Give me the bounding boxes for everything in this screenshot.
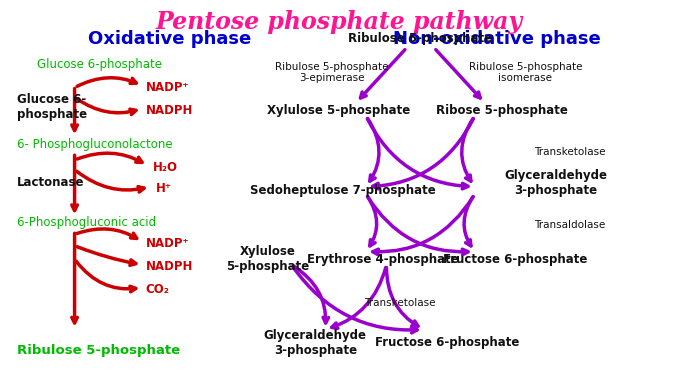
Text: Pentose phosphate pathway: Pentose phosphate pathway: [155, 10, 523, 34]
Text: Transaldolase: Transaldolase: [534, 220, 605, 230]
Text: Ribulose 5-phosphate: Ribulose 5-phosphate: [17, 344, 180, 357]
Text: Ribulose 5-phosphate
3-epimerase: Ribulose 5-phosphate 3-epimerase: [275, 62, 389, 83]
Text: Ribose 5-phosphate: Ribose 5-phosphate: [436, 104, 567, 117]
Text: Transketolase: Transketolase: [534, 147, 605, 157]
Text: Glucose 6-
phosphate: Glucose 6- phosphate: [17, 93, 87, 121]
Text: Fructose 6-phosphate: Fructose 6-phosphate: [443, 253, 587, 266]
Text: Ribulose 5-phosphate: Ribulose 5-phosphate: [348, 32, 492, 45]
Text: Xylulose
5-phosphate: Xylulose 5-phosphate: [226, 245, 309, 273]
Text: 6-Phosphogluconic acid: 6-Phosphogluconic acid: [17, 216, 156, 229]
Text: 6- Phosphogluconolactone: 6- Phosphogluconolactone: [17, 138, 173, 151]
Text: Oxidative phase: Oxidative phase: [88, 30, 252, 48]
Text: Glyceraldehyde
3-phosphate: Glyceraldehyde 3-phosphate: [264, 329, 367, 357]
Text: Transketolase: Transketolase: [364, 298, 436, 308]
Text: Non-oxidative phase: Non-oxidative phase: [393, 30, 601, 48]
Text: Glucose 6-phosphate: Glucose 6-phosphate: [37, 58, 162, 71]
Text: Lactonase: Lactonase: [17, 176, 85, 189]
Text: Erythrose 4-phosphate: Erythrose 4-phosphate: [307, 253, 459, 266]
Text: CO₂: CO₂: [146, 283, 170, 296]
Text: NADPH: NADPH: [146, 104, 193, 117]
Text: Fructose 6-phosphate: Fructose 6-phosphate: [376, 336, 519, 349]
Text: Sedoheptulose 7-phosphate: Sedoheptulose 7-phosphate: [250, 184, 435, 197]
Text: NADP⁺: NADP⁺: [146, 237, 189, 250]
Text: NADPH: NADPH: [146, 260, 193, 273]
Text: Ribulose 5-phosphate
isomerase: Ribulose 5-phosphate isomerase: [468, 62, 582, 83]
Text: H⁺: H⁺: [156, 182, 172, 195]
Text: H₂O: H₂O: [153, 161, 178, 174]
Text: NADP⁺: NADP⁺: [146, 81, 189, 94]
Text: Glyceraldehyde
3-phosphate: Glyceraldehyde 3-phosphate: [504, 169, 607, 197]
Text: Xylulose 5-phosphate: Xylulose 5-phosphate: [267, 104, 411, 117]
